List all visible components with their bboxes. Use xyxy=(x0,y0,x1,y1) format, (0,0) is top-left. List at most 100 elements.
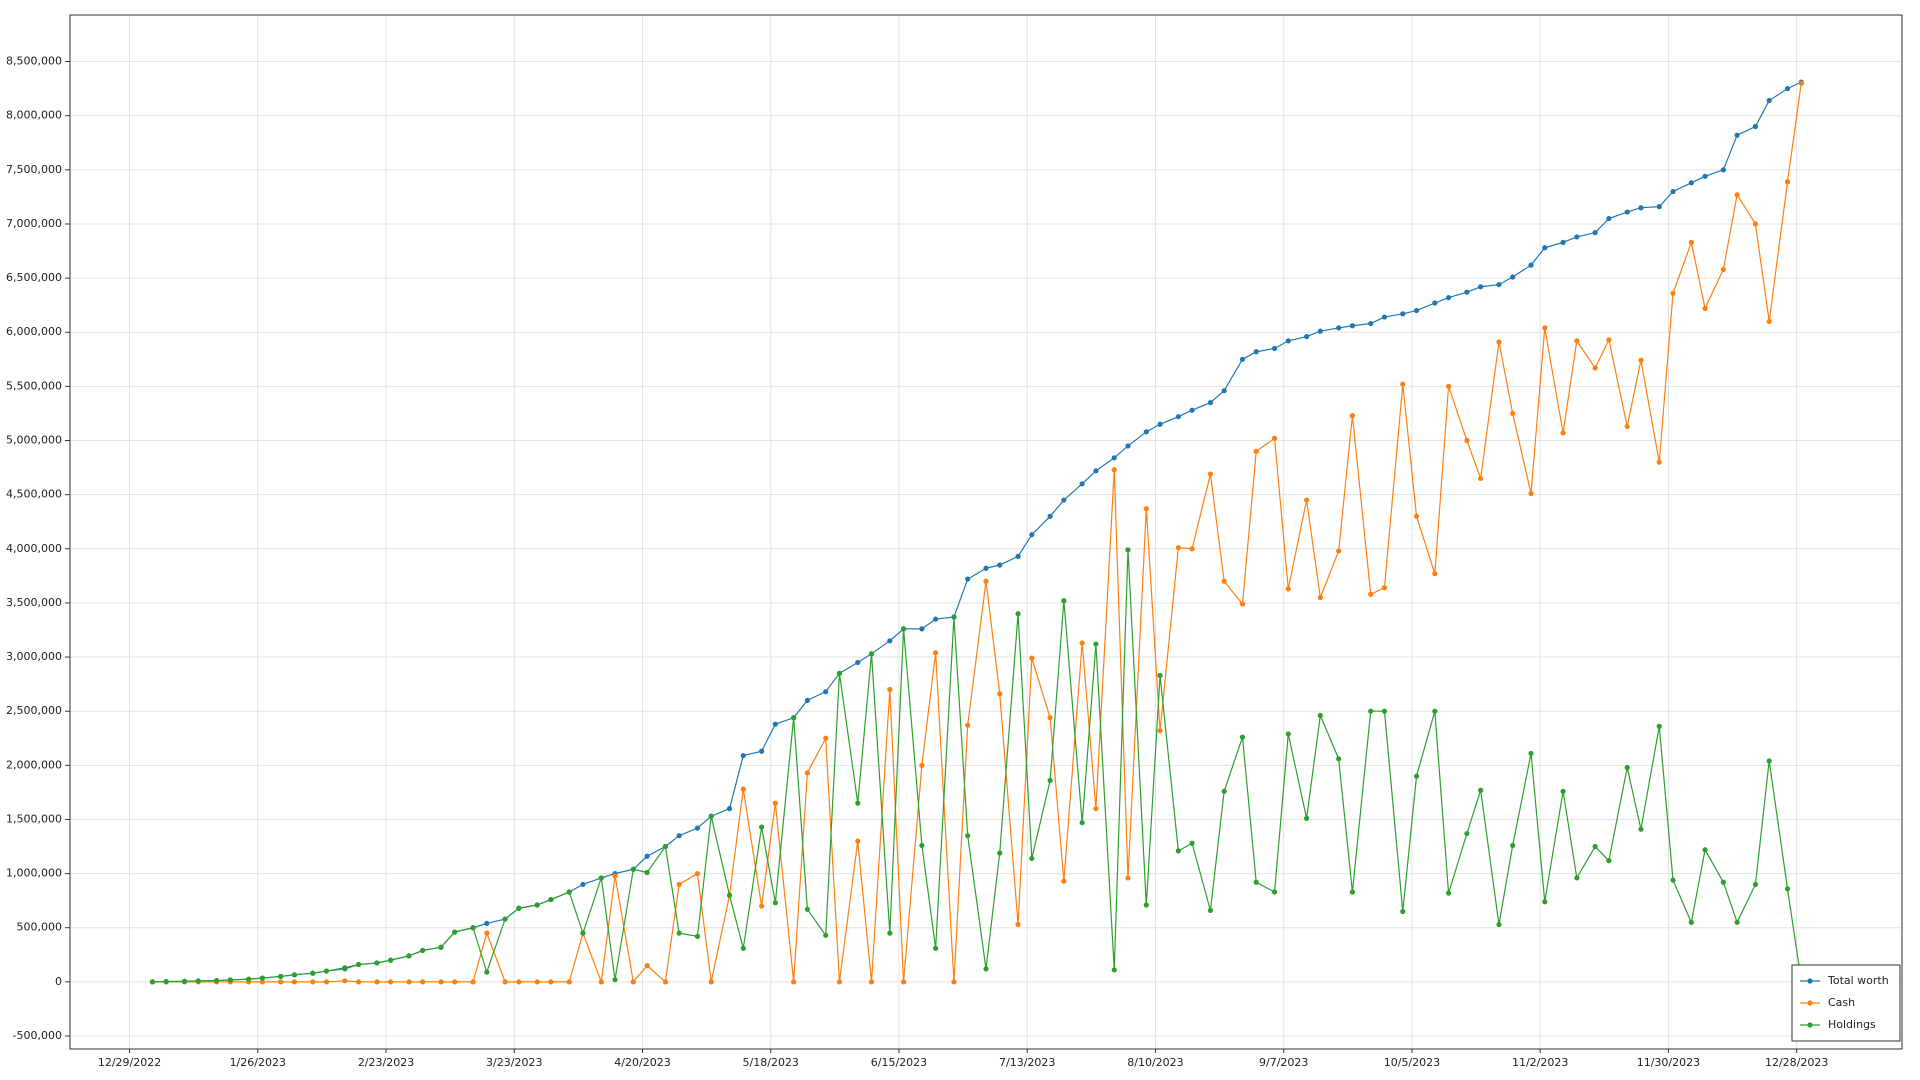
data-point xyxy=(1413,307,1420,314)
data-point xyxy=(534,979,540,985)
data-point xyxy=(278,979,284,985)
data-point xyxy=(1464,830,1470,837)
data-point xyxy=(1560,788,1566,794)
data-point xyxy=(1478,475,1484,482)
data-point xyxy=(516,905,522,911)
data-point xyxy=(1207,907,1214,914)
data-point xyxy=(323,979,330,985)
data-point xyxy=(644,869,650,876)
x-tick-label: 3/23/2023 xyxy=(486,1056,542,1069)
data-point xyxy=(1093,641,1099,647)
data-point xyxy=(804,770,810,776)
data-point xyxy=(1111,967,1117,973)
data-point xyxy=(470,925,476,931)
data-point xyxy=(933,945,939,951)
data-point xyxy=(149,979,156,985)
data-point xyxy=(1189,407,1195,413)
data-point xyxy=(1592,843,1598,850)
data-point xyxy=(1189,840,1195,846)
data-point xyxy=(1221,788,1227,794)
data-point xyxy=(534,902,540,908)
data-point xyxy=(887,686,893,693)
data-point xyxy=(919,842,925,849)
data-point xyxy=(1445,294,1452,301)
data-point xyxy=(836,979,843,985)
data-point xyxy=(983,966,989,972)
data-point xyxy=(855,838,861,844)
data-point xyxy=(1175,848,1181,854)
data-point xyxy=(1143,506,1149,512)
data-point xyxy=(694,933,701,939)
data-point xyxy=(1253,349,1259,355)
x-tick-label: 1/26/2023 xyxy=(230,1056,286,1069)
data-point xyxy=(195,978,201,984)
data-point xyxy=(758,903,765,909)
data-point xyxy=(1574,875,1580,881)
data-point xyxy=(1413,773,1420,779)
data-point xyxy=(1688,239,1694,245)
data-point xyxy=(804,906,810,912)
x-tick-label: 2/23/2023 xyxy=(358,1056,414,1069)
data-point xyxy=(1207,471,1214,477)
data-point xyxy=(1253,879,1259,885)
data-point xyxy=(1125,547,1131,553)
data-point xyxy=(1271,435,1278,441)
data-point xyxy=(1317,594,1323,601)
y-tick-label: 3,000,000 xyxy=(6,650,62,663)
data-point xyxy=(1221,388,1227,394)
data-point xyxy=(259,979,265,985)
series-line xyxy=(152,83,1802,984)
x-tick-label: 7/13/2023 xyxy=(999,1056,1055,1069)
x-tick-label: 4/20/2023 xyxy=(614,1056,670,1069)
data-point xyxy=(804,697,810,703)
data-point xyxy=(740,786,746,792)
y-tick-label: 6,000,000 xyxy=(6,325,62,338)
data-point xyxy=(662,979,669,985)
data-point xyxy=(933,650,939,656)
data-point xyxy=(1702,305,1708,312)
data-point xyxy=(1368,708,1374,714)
data-point xyxy=(1432,571,1438,577)
data-point xyxy=(919,762,925,768)
data-point xyxy=(694,825,701,831)
data-point xyxy=(1638,205,1644,211)
data-point xyxy=(1542,325,1548,331)
data-point xyxy=(1445,383,1452,389)
series-line xyxy=(152,549,1802,983)
data-point xyxy=(900,979,907,985)
data-point xyxy=(1125,443,1131,449)
data-point xyxy=(630,866,636,872)
data-point xyxy=(598,979,604,985)
data-point xyxy=(791,979,797,985)
data-point xyxy=(997,691,1003,697)
data-point xyxy=(887,638,893,644)
data-point xyxy=(1670,877,1676,883)
data-point xyxy=(548,896,554,903)
data-point xyxy=(438,979,444,985)
data-point xyxy=(951,614,957,620)
data-point xyxy=(1592,365,1598,371)
x-tick-label: 12/29/2022 xyxy=(98,1056,161,1069)
data-point xyxy=(1638,357,1644,363)
data-point xyxy=(1720,266,1726,273)
data-point xyxy=(1464,437,1470,444)
data-point xyxy=(772,721,778,727)
data-point xyxy=(740,752,746,759)
data-point xyxy=(1093,468,1099,474)
data-point xyxy=(1432,708,1438,714)
data-point xyxy=(1015,553,1021,559)
data-point xyxy=(1784,86,1791,92)
data-point xyxy=(1143,429,1149,435)
data-point xyxy=(965,576,971,582)
data-point xyxy=(868,651,875,657)
data-point xyxy=(1702,847,1708,853)
data-point xyxy=(388,957,394,963)
data-point xyxy=(1336,548,1342,554)
data-point xyxy=(580,881,586,888)
data-point xyxy=(1702,173,1708,179)
data-point xyxy=(1670,290,1676,296)
data-point xyxy=(997,850,1003,856)
data-point xyxy=(965,722,971,728)
data-point xyxy=(388,979,394,985)
data-point xyxy=(566,889,572,895)
